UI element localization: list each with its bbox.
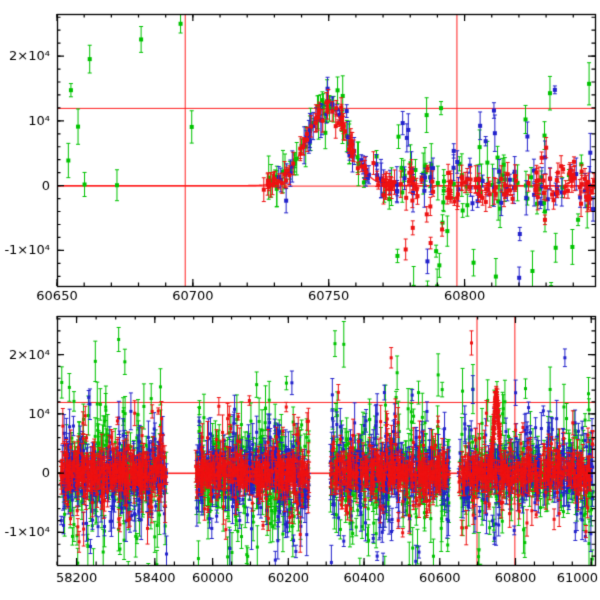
light-curve-figure <box>0 0 600 600</box>
chart-canvas <box>0 0 600 600</box>
